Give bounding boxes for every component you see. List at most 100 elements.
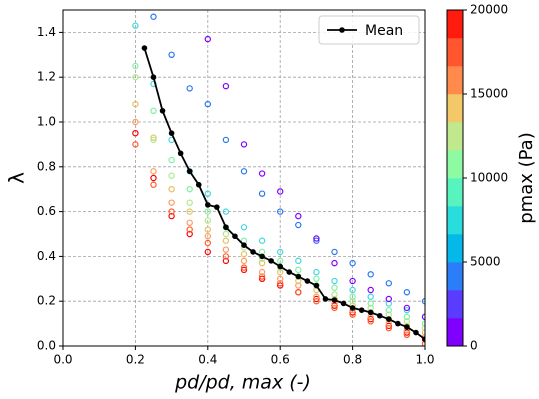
- mean-point: [404, 324, 410, 330]
- mean-point: [141, 45, 148, 51]
- scatter-point: [258, 259, 266, 267]
- scatter-point: [240, 264, 248, 271]
- legend-box: [318, 15, 420, 45]
- scatter-point: [258, 273, 266, 280]
- scatter-point: [168, 208, 175, 215]
- x-tick-label: 0.6: [271, 353, 290, 367]
- scatter-point: [204, 208, 211, 215]
- colorbar-tick-label: 0: [470, 339, 478, 353]
- scatter-point: [313, 298, 320, 305]
- x-tick-label: 0.0: [53, 353, 72, 367]
- scatter-point: [349, 293, 356, 300]
- scatter-point: [150, 13, 157, 20]
- scatter-point: [132, 100, 139, 108]
- legend-marker: [339, 27, 345, 33]
- scatter-point: [295, 257, 302, 265]
- scatter-point: [277, 282, 284, 289]
- colorbar-band: [447, 262, 463, 291]
- scatter-point: [150, 134, 157, 141]
- scatter-point: [277, 208, 284, 215]
- scatter-point: [313, 295, 320, 303]
- scatter-point: [349, 277, 356, 285]
- y-tick-label: 1.0: [37, 115, 56, 129]
- scatter-point: [132, 22, 139, 29]
- scatter-point: [367, 318, 374, 325]
- colorbar-band: [447, 66, 463, 95]
- mean-point: [277, 263, 284, 270]
- scatter-point: [204, 100, 211, 108]
- mean-point: [386, 316, 392, 322]
- mean-point: [241, 242, 247, 248]
- scatter-point: [222, 253, 230, 260]
- scatter-point: [186, 226, 193, 233]
- colorbar-band: [447, 10, 463, 39]
- mean-line: [143, 47, 425, 341]
- scatter-point: [132, 118, 139, 126]
- mean-point: [358, 307, 365, 313]
- scatter-point: [186, 219, 193, 226]
- colorbar-band: [447, 290, 463, 319]
- mean-point: [268, 258, 274, 264]
- scatter-point: [240, 141, 248, 148]
- scatter-point: [403, 306, 411, 314]
- scatter-point: [277, 280, 284, 287]
- scatter-point: [313, 268, 320, 276]
- scatter-point: [204, 239, 211, 247]
- scatter-point: [295, 282, 302, 289]
- colorbar-band: [447, 234, 463, 263]
- scatter-point: [385, 300, 392, 307]
- scatter-point: [331, 304, 338, 312]
- scatter-point: [132, 141, 139, 148]
- colorbar-band: [447, 94, 463, 123]
- scatter-point: [277, 188, 284, 195]
- scatter-point: [240, 250, 248, 258]
- scatter-point: [240, 168, 248, 175]
- mean-point: [259, 253, 265, 260]
- scatter-point: [313, 235, 320, 242]
- mean-point: [367, 309, 374, 316]
- mean-point: [177, 150, 184, 157]
- mean-point: [168, 130, 175, 136]
- scatter-point: [403, 304, 411, 312]
- y-tick-label: 1.2: [37, 70, 56, 84]
- y-tick-label: 0.4: [37, 249, 56, 263]
- x-tick-label: 0.4: [198, 353, 217, 367]
- scatter-point: [277, 275, 284, 282]
- colorbar-tick-label: 5000: [470, 255, 501, 269]
- scatter-point: [168, 212, 175, 220]
- mean-point: [331, 297, 338, 303]
- mean-point: [413, 329, 419, 336]
- colorbar-band: [447, 178, 463, 207]
- mean-point: [214, 204, 220, 210]
- scatter-point: [313, 293, 320, 300]
- scatter-point: [349, 311, 356, 318]
- x-axis-label: pd/pd, max (-): [174, 372, 311, 394]
- scatter-point: [295, 221, 302, 229]
- scatter-point: [295, 289, 302, 296]
- scatter-point: [132, 129, 139, 137]
- scatter-point: [150, 174, 157, 182]
- scatter-point: [367, 271, 374, 278]
- x-tick-label: 0.8: [343, 353, 362, 367]
- scatter-point: [277, 257, 284, 265]
- scatter-point: [385, 306, 392, 314]
- plot-frame: [62, 9, 426, 347]
- mean-point: [340, 300, 347, 307]
- scatter-point: [150, 168, 157, 175]
- scatter-point: [204, 233, 211, 240]
- scatter-point: [295, 266, 302, 274]
- plot-area: [132, 13, 425, 346]
- mean-point: [286, 269, 293, 275]
- y-tick-label: 1.4: [37, 25, 56, 39]
- scatter-point: [331, 302, 338, 309]
- scatter-point: [258, 237, 266, 244]
- scatter-point: [367, 315, 374, 323]
- mean-point: [295, 273, 302, 280]
- mean-point: [376, 312, 383, 319]
- scatter-point: [258, 190, 266, 197]
- scatter-point: [240, 224, 248, 231]
- scatter-point: [367, 300, 374, 307]
- scatter-point: [240, 266, 248, 274]
- scatter-point: [186, 199, 193, 206]
